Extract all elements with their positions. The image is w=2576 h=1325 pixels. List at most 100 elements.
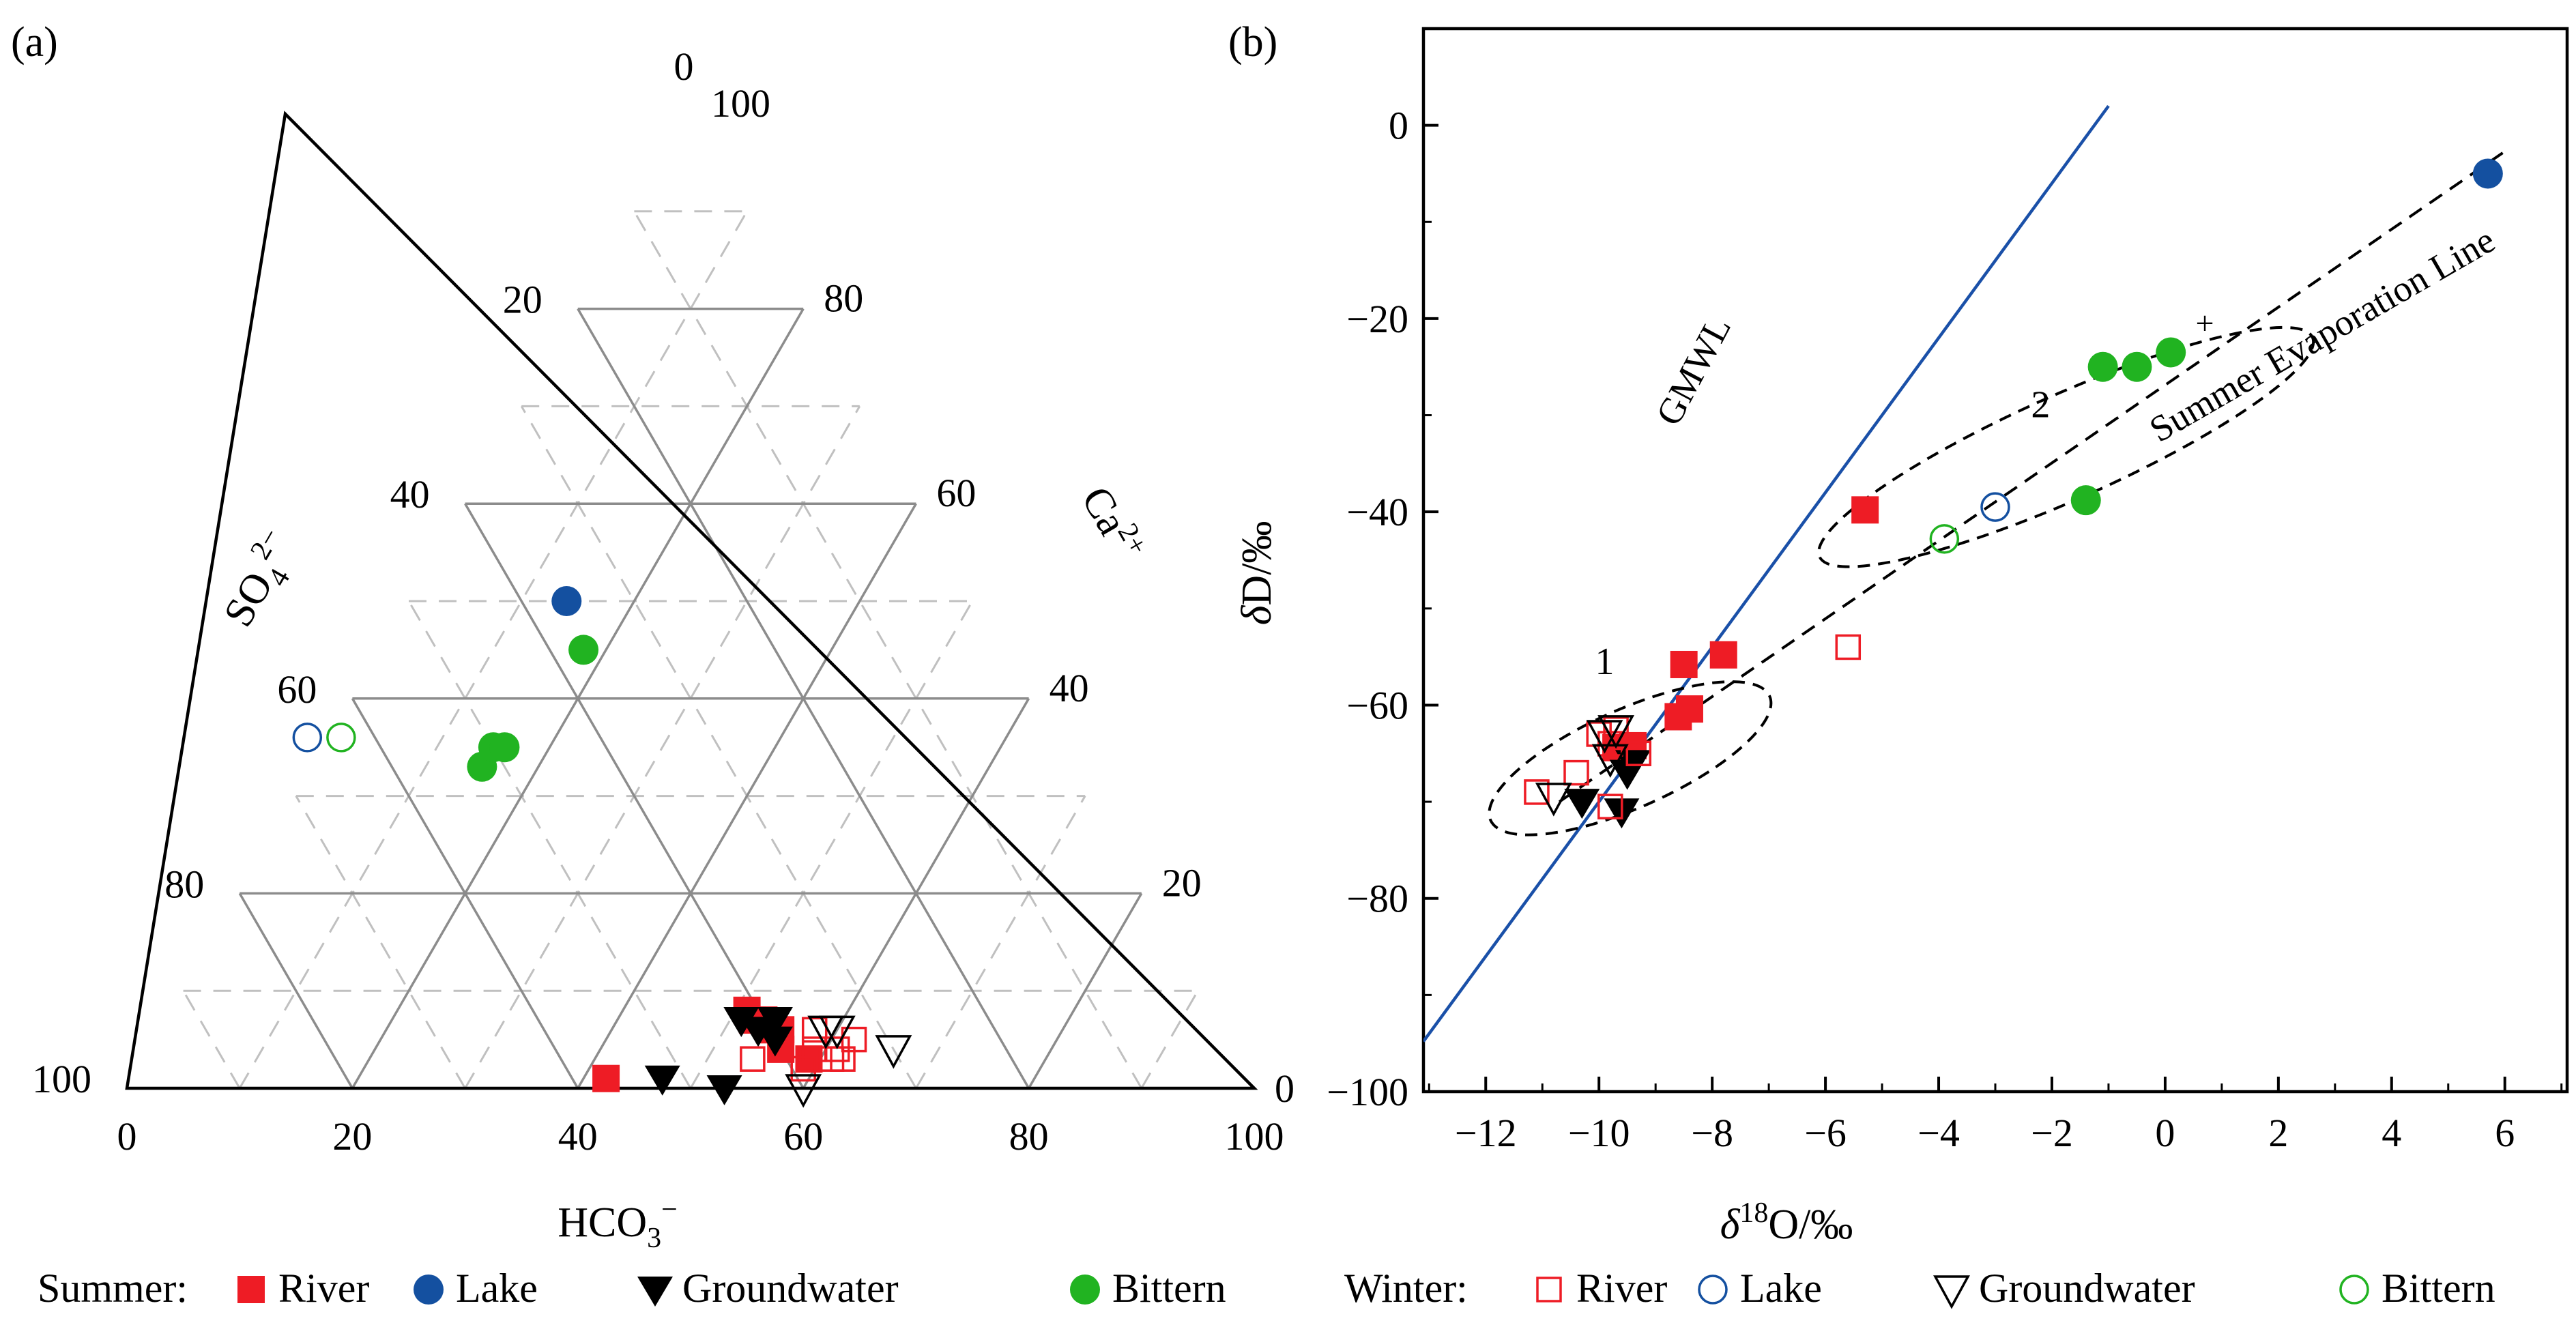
ternary-point-summer-bittern (489, 732, 520, 763)
grid-so4-40 (464, 503, 805, 1089)
scatter-point-winter-river (1563, 759, 1589, 786)
scatter-point-winter-groundwater (1597, 715, 1635, 749)
bottom-tick-label: 20 (332, 1114, 372, 1159)
ternary-point-summer-lake (551, 586, 582, 616)
x-tick-label: −8 (1691, 1111, 1733, 1155)
ternary-point-winter-river (830, 1046, 856, 1072)
scatter-point-winter-groundwater (1591, 744, 1629, 778)
left-tick-label: 40 (390, 472, 430, 516)
bottom-tick-label: 100 (1225, 1114, 1284, 1159)
y-tick-label: −20 (1346, 297, 1408, 341)
ternary-point-summer-river (795, 1045, 823, 1073)
left-tick-label: 0 (674, 44, 694, 89)
gmwl-line (1423, 104, 2110, 1043)
scatter-point-summer-groundwater (1609, 759, 1645, 790)
grid-so4-10 (633, 211, 1143, 1089)
scatter-point-winter-bittern (1929, 524, 1960, 554)
legend-marker-summer-bittern (1070, 1275, 1100, 1305)
ternary-point-winter-groundwater (875, 1035, 912, 1069)
legend-marker-winter-lake (1698, 1275, 1728, 1305)
cluster-ellipse-2 (1817, 325, 2315, 568)
legend-label-winter-lake: Lake (1740, 1266, 1822, 1311)
y-tick-label: −60 (1346, 683, 1408, 727)
ternary-points (292, 586, 912, 1108)
evaporation-line (1558, 150, 2506, 803)
panel-label-a: (a) (11, 19, 58, 65)
scatter-point-summer-lake (2472, 158, 2503, 189)
legend-label-winter-river: River (1576, 1266, 1667, 1311)
grid-so4-70 (295, 795, 466, 1089)
ternary-left-axis-label: SO42− (210, 523, 312, 639)
legend-marker-summer-groundwater (637, 1277, 673, 1307)
legend-label-summer-lake: Lake (456, 1266, 538, 1311)
y-tick-label: −40 (1346, 490, 1408, 534)
scatter-point-winter-lake (1980, 492, 2010, 522)
ternary-point-winter-bittern (326, 723, 356, 753)
cluster-label-2: 2 (2031, 383, 2050, 426)
plus-mark: + (2195, 306, 2214, 342)
right-tick-label: 20 (1162, 860, 1202, 905)
grid-hco3-90 (1140, 990, 1199, 1089)
grid-hco3-80 (1028, 892, 1143, 1089)
left-tick-label: 100 (32, 1057, 91, 1101)
ternary-point-winter-river (790, 1055, 816, 1082)
x-tick-label: −6 (1804, 1111, 1847, 1155)
ternary-point-winter-groundwater (785, 1074, 822, 1108)
x-tick-label: 2 (2268, 1111, 2288, 1155)
grid-so4-80 (238, 892, 353, 1089)
right-tick-label: 100 (711, 81, 770, 126)
panel-label-b: (b) (1228, 19, 1277, 65)
scatter-point-winter-groundwater (1586, 720, 1623, 754)
scatter-point-winter-river (1835, 634, 1862, 660)
legend-items: River Lake Groundwater Bittern River Lake Grou… (237, 1266, 2495, 1311)
x-tick-label: 6 (2495, 1111, 2515, 1155)
scatter-point-winter-river (1603, 716, 1629, 742)
scatter-point-summer-bittern (2087, 351, 2118, 382)
right-tick-label: 0 (1275, 1066, 1294, 1111)
grid-so4-50 (407, 600, 692, 1089)
legend-marker-summer-lake (414, 1275, 444, 1305)
right-tick-label: 80 (824, 276, 863, 321)
ternary-point-winter-river (740, 1046, 766, 1072)
legend-label-summer-groundwater: Groundwater (682, 1266, 899, 1311)
right-tick-label: 40 (1050, 666, 1089, 710)
ternary-panel: (a) 0 20 40 60 80 100020406080100100806040200… (11, 19, 1294, 1254)
ternary-point-summer-groundwater (757, 1026, 793, 1057)
left-tick-label: 80 (164, 862, 204, 906)
legend-marker-winter-groundwater (1933, 1275, 1970, 1309)
bottom-tick-label: 40 (558, 1114, 598, 1159)
x-tick-label: −2 (2031, 1111, 2073, 1155)
grid-so4-90 (182, 990, 241, 1089)
left-tick-label: 20 (503, 278, 542, 322)
ternary-point-summer-groundwater (740, 1017, 777, 1047)
scatter-panel: (b) −12 −10 −8 −6 −4 −2 0 2 4 60−20−40−60−80−100 … (1228, 19, 2569, 1248)
bottom-tick-label: 60 (783, 1114, 823, 1159)
legend-winter-label: Winter: (1344, 1266, 1468, 1311)
scatter-point-summer-bittern (2122, 351, 2152, 382)
scatter-point-summer-river (1664, 703, 1692, 731)
scatter-points (1524, 158, 2503, 829)
ternary-point-summer-groundwater (723, 1007, 759, 1038)
legend-label-summer-river: River (278, 1266, 369, 1311)
x-tick-label: −12 (1455, 1111, 1517, 1155)
legend-marker-winter-river (1536, 1277, 1562, 1302)
x-tick-label: 0 (2155, 1111, 2175, 1155)
ternary-point-summer-bittern (568, 635, 599, 665)
ternary-point-winter-lake (292, 723, 323, 753)
ternary-point-summer-groundwater (757, 1007, 793, 1038)
bottom-tick-label: 80 (1009, 1114, 1049, 1159)
legend-summer-label: Summer: (38, 1266, 188, 1311)
scatter-point-winter-river (1597, 793, 1623, 819)
x-tick-label: 4 (2382, 1111, 2401, 1155)
cluster-ellipse-1 (1488, 680, 1773, 836)
right-tick-label: 60 (936, 471, 976, 515)
x-tick-label: −4 (1917, 1111, 1960, 1155)
plot-frame (1421, 27, 2569, 1094)
scatter-point-summer-river (1670, 650, 1698, 678)
ternary-point-winter-river (801, 1017, 828, 1043)
ternary-frame (125, 111, 1258, 1090)
legend-label-winter-bittern: Bittern (2382, 1266, 2495, 1311)
scatter-point-summer-groundwater (1564, 789, 1600, 819)
